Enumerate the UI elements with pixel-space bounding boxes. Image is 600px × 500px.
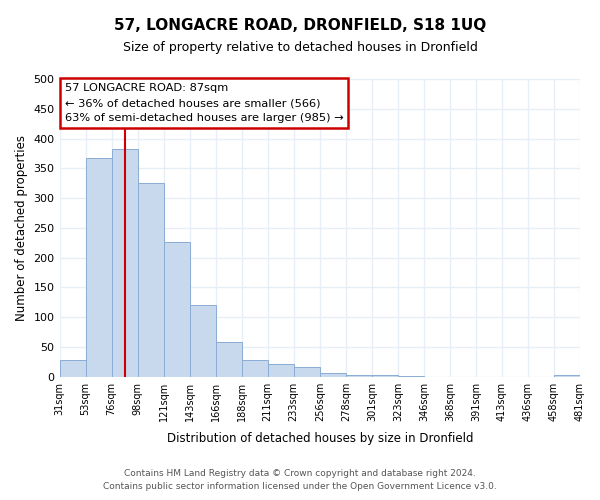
Bar (59, 360, 86, 376)
Bar (86, 158, 112, 376)
Bar (112, 148, 137, 376)
Bar (164, 242, 190, 376)
Bar (137, 183, 164, 376)
Text: Contains HM Land Registry data © Crown copyright and database right 2024.
Contai: Contains HM Land Registry data © Crown c… (103, 470, 497, 491)
X-axis label: Distribution of detached houses by size in Dronfield: Distribution of detached houses by size … (167, 432, 473, 445)
Y-axis label: Number of detached properties: Number of detached properties (15, 135, 28, 321)
Bar (268, 364, 294, 376)
Bar (320, 373, 346, 376)
Bar (242, 360, 268, 376)
Text: 57 LONGACRE ROAD: 87sqm
← 36% of detached houses are smaller (566)
63% of semi-d: 57 LONGACRE ROAD: 87sqm ← 36% of detache… (65, 84, 343, 123)
Text: 57, LONGACRE ROAD, DRONFIELD, S18 1UQ: 57, LONGACRE ROAD, DRONFIELD, S18 1UQ (114, 18, 486, 32)
Bar (215, 342, 242, 376)
Text: Size of property relative to detached houses in Dronfield: Size of property relative to detached ho… (122, 41, 478, 54)
Bar (190, 305, 215, 376)
Bar (294, 366, 320, 376)
